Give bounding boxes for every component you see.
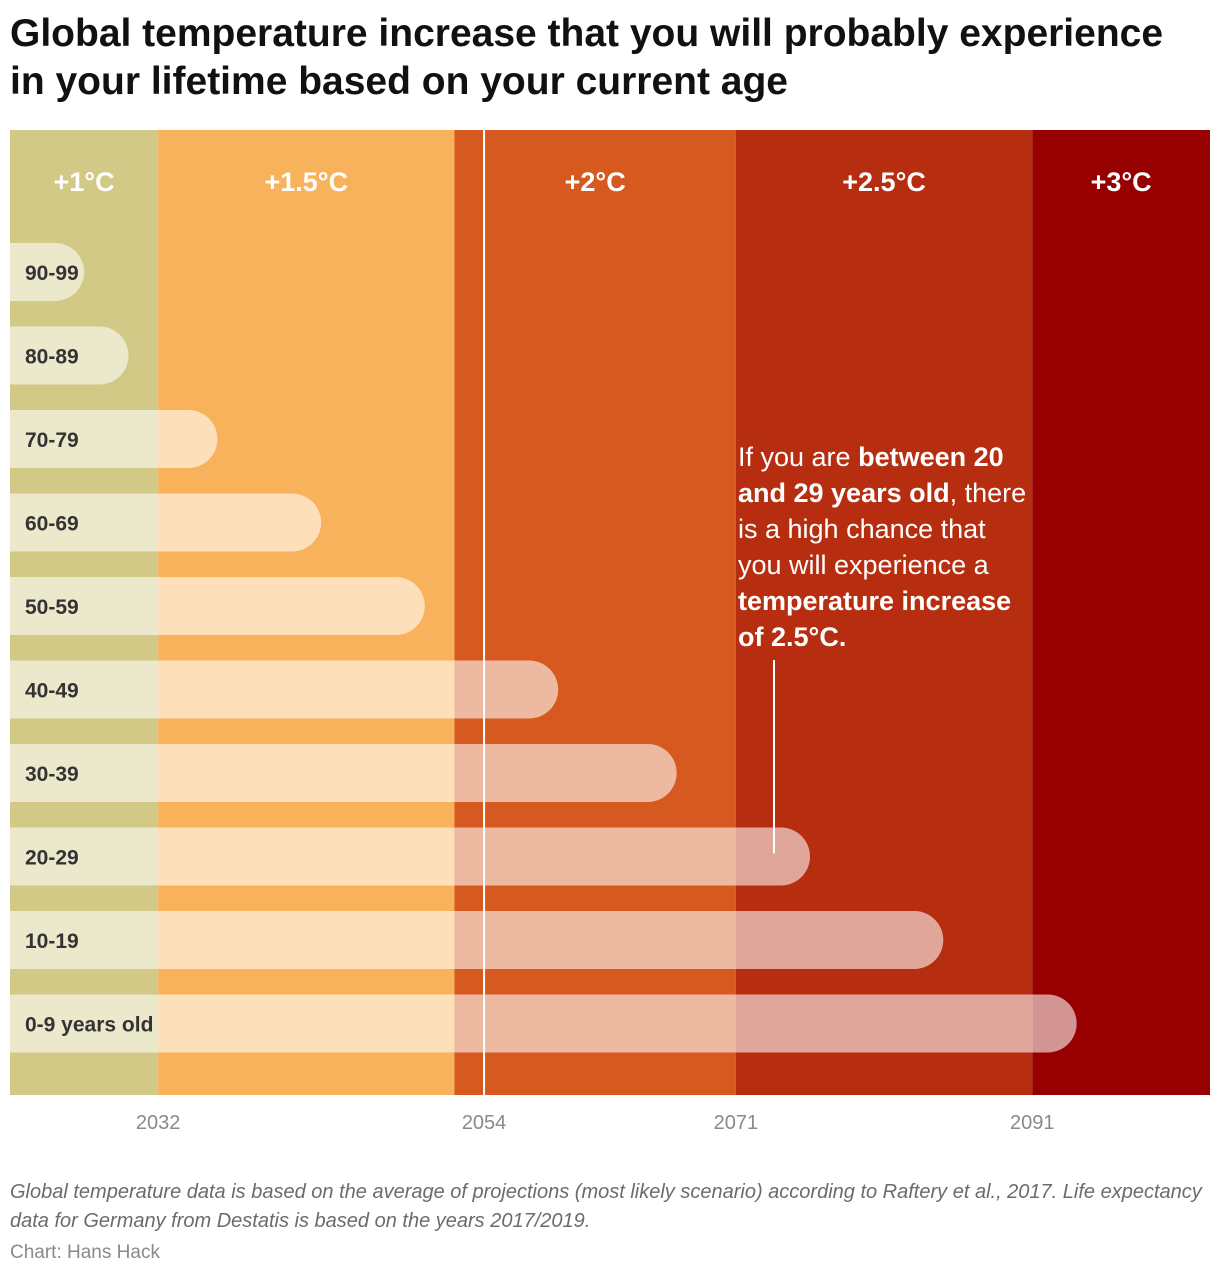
band-label: +2.5°C [842, 167, 926, 197]
annotation-segment: and 29 years old [738, 478, 950, 508]
annotation-line: you will experience a [738, 550, 990, 580]
annotation-segment: If you are [738, 442, 858, 472]
age-bar [10, 410, 218, 468]
annotation-line: If you are between 20 [738, 442, 1004, 472]
x-tick-label: 2071 [714, 1112, 759, 1134]
x-tick-label: 2091 [1010, 1112, 1055, 1134]
source-footnote: Global temperature data is based on the … [10, 1181, 1202, 1232]
annotation-segment: temperature increase [738, 586, 1011, 616]
age-group-label: 0-9 years old [25, 1014, 153, 1037]
annotation-line: of 2.5°C. [738, 622, 846, 652]
annotation-segment: , there [950, 478, 1027, 508]
age-group-label: 30-39 [25, 763, 79, 786]
band-label: +1°C [54, 167, 115, 197]
age-bar [10, 911, 944, 969]
age-bar [10, 577, 425, 635]
band-label: +3°C [1091, 167, 1152, 197]
age-group-label: 50-59 [25, 596, 79, 619]
age-bar [10, 994, 1077, 1053]
age-group-label: 20-29 [25, 847, 79, 870]
age-group-label: 60-69 [25, 513, 79, 536]
age-bar [10, 326, 129, 385]
annotation-line: is a high chance that [738, 514, 986, 544]
age-group-label: 70-79 [25, 429, 79, 452]
annotation-segment: is a high chance that [738, 514, 986, 544]
age-group-label: 80-89 [25, 346, 79, 369]
x-tick-label: 2054 [462, 1112, 507, 1134]
annotation-segment: of 2.5°C. [738, 622, 846, 652]
age-bar [10, 660, 559, 719]
temperature-band [1032, 130, 1210, 1095]
age-bar [10, 827, 810, 886]
band-label: +2°C [565, 167, 626, 197]
annotation-line: and 29 years old, there [738, 478, 1026, 508]
annotation-line: temperature increase [738, 586, 1011, 616]
age-bar [10, 243, 85, 301]
age-group-label: 40-49 [25, 680, 79, 703]
age-bar [10, 493, 322, 552]
band-label: +1.5°C [264, 167, 348, 197]
age-group-label: 90-99 [25, 262, 79, 285]
age-bar [10, 744, 677, 802]
annotation-segment: you will experience a [738, 550, 990, 580]
chart-title: Global temperature increase that you wil… [10, 12, 1164, 103]
annotation-segment: between 20 [858, 442, 1004, 472]
age-group-label: 10-19 [25, 930, 79, 953]
x-tick-label: 2032 [136, 1112, 181, 1134]
chart-credit: Chart: Hans Hack [10, 1242, 160, 1263]
